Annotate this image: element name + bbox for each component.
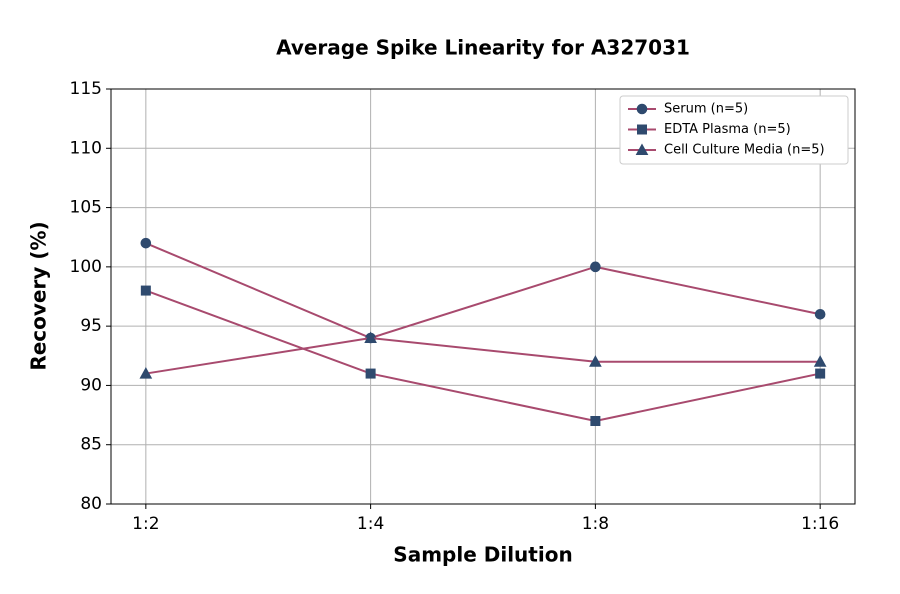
y-tick-label: 105 [70,198,102,218]
y-tick-label: 80 [80,494,102,514]
y-tick-label: 115 [70,79,102,99]
legend-label: Cell Culture Media (n=5) [664,143,825,158]
y-tick-label: 90 [80,375,102,395]
legend-label: Serum (n=5) [664,102,748,117]
data-point [814,308,826,320]
y-tick-label: 95 [80,316,102,336]
plot-frame [110,88,856,505]
legend-label: EDTA Plasma (n=5) [664,122,791,137]
data-point [364,331,377,343]
x-tick-label: 1:8 [582,514,609,534]
data-point [590,261,601,273]
y-tick-label: 110 [70,138,102,158]
x-tick-label: 1:2 [132,514,159,534]
x-tick-label: 1:16 [801,514,839,534]
legend-marker [636,103,648,115]
data-point [815,368,826,379]
legend-marker [635,143,649,155]
y-axis-label: Recovery (%) [27,221,51,370]
series-line [145,242,821,340]
data-point [365,368,376,379]
legend-box [619,95,849,165]
data-point [813,355,827,367]
y-tick-label: 100 [70,257,102,277]
data-point [140,285,151,296]
legend-marker [637,124,647,135]
data-point [590,416,601,426]
chart-title: Average Spike Linearity for A327031 [276,36,690,60]
series-line [145,336,821,375]
y-tick-label: 85 [80,435,102,455]
data-point [589,355,602,367]
data-point [140,237,152,249]
x-tick-label: 1:4 [357,514,384,534]
legend: Serum (n=5) EDTA Plasma (n=5) Cell Culture… [619,95,849,165]
x-axis-label: Sample Dilution [393,543,572,567]
series-line [145,289,821,423]
data-point [139,367,153,379]
